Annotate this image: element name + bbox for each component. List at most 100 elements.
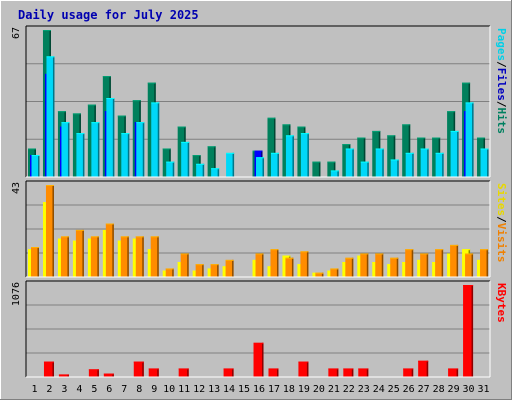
pages-bar-shade [232,152,235,177]
pages-bar-shade [112,98,115,177]
hits-bar-top [117,115,126,117]
pages-bar-shade [382,148,384,177]
pages-bar-shade [187,141,190,177]
kbytes-bar [58,374,69,377]
pages-bar [270,152,279,177]
pages-bar-top [211,168,220,170]
visits-bar-top [31,247,39,249]
visits-bar [435,249,444,277]
pages-bar [360,161,369,177]
kbytes-bar-shade [187,368,189,377]
pages-bar-shade [442,152,444,177]
visits-bar-shade [217,264,219,277]
pages-bar-shade [487,148,489,177]
hits-bar-top [132,100,141,102]
visits-bar-shade [411,249,414,277]
hits-panel-legend-label: Pages/Files/Hits [495,28,508,134]
x-tick-label: 20 [313,384,325,395]
kbytes-bar-shade [52,361,54,377]
kbytes-bar [328,368,339,377]
pages-bar-top [465,102,474,104]
hits-bar-top [432,137,441,139]
pages-bar-shade [97,122,100,177]
visits-bar-shade [142,236,144,277]
visits-bar [150,236,159,277]
kbytes-bar-top [43,361,54,363]
pages-bar [330,170,339,177]
kbytes-bar [418,360,429,377]
visits-bar-shade [426,253,429,277]
hits-bar [387,135,396,177]
hits-bar-top [207,146,216,148]
hits-bar-shade [393,135,396,177]
hits-bar-top [417,137,426,139]
visits-bar [405,249,414,277]
visits-bar-shade [366,253,369,277]
hits-bar-top [192,155,201,157]
visits-bar-shade [112,223,114,277]
chart-title: Daily usage for July 2025 [18,8,199,22]
visits-bar-top [465,253,474,255]
x-tick-label: 30 [463,384,475,395]
pages-bar [390,159,399,177]
visits-bar-shade [291,257,294,277]
x-tick-label: 22 [343,384,355,395]
pages-bar-top [285,135,294,137]
kbytes-bar [223,368,234,377]
pages-bar-top [345,148,354,150]
kbytes-bar-top [253,342,264,344]
visits-bar-shade [82,229,84,277]
kbytes-bar-top [58,374,69,376]
hits-bar-top [372,130,381,132]
pages-bar-shade [82,133,85,177]
x-tick-label: 31 [477,384,489,395]
visits-bar-shade [276,249,279,277]
pages-bar-shade [67,122,70,177]
hits-bar [207,146,216,177]
x-tick-label: 25 [388,384,400,395]
x-tick-label: 17 [268,384,280,395]
pages-bar-shade [52,56,55,178]
pages-bar-shade [202,163,205,177]
x-tick-label: 21 [328,384,340,395]
kbytes-bar-shade [336,368,339,377]
visits-bar [195,264,204,277]
visits-bar [465,253,474,277]
hits-bar-top [72,113,81,115]
kbytes-bar-shade [112,373,114,377]
pages-bar [345,148,354,177]
visits-bar [105,223,114,277]
visits-bar [360,253,369,277]
kbytes-bar [253,342,264,377]
kbytes-bar-top [403,368,414,370]
visits-panel-legend: Sites/Visits [495,183,508,263]
kbytes-bar-shade [97,369,99,377]
visits-bar-top [180,253,189,255]
visits-bar-top [480,249,489,251]
x-tick-label: 19 [298,384,310,395]
visits-bar [300,251,309,277]
visits-bar [255,253,264,277]
x-tick-label: 29 [448,384,460,395]
pages-bar-top [181,141,190,143]
visits-bar-shade [441,249,444,277]
pages-bar-top [375,148,384,150]
kbytes-bar-shade [67,374,69,377]
pages-bar [91,122,100,177]
kbytes-bar-top [88,369,99,371]
visits-bar-shade [351,257,354,277]
hits-bar-top [147,82,156,84]
pages-bar-shade [127,133,130,177]
visits-bar [75,229,84,277]
x-tick-labels: 1 2 3 4 5 6 7 8 9 10 11 12 13 14 15 16 17 18 19 20 21 22 23 24 2… [31,384,489,395]
visits-bar-shade [67,236,69,277]
visits-bar-shade [187,253,189,277]
pages-bar-shade [217,168,220,177]
hits-bar-top [28,148,36,150]
kbytes-bar-top [133,361,144,363]
visits-bar-top [285,257,294,259]
pages-bar-top [226,152,235,154]
kbytes-bar-shade [411,368,414,377]
pages-bar [285,135,294,177]
visits-bar-top [375,253,384,255]
